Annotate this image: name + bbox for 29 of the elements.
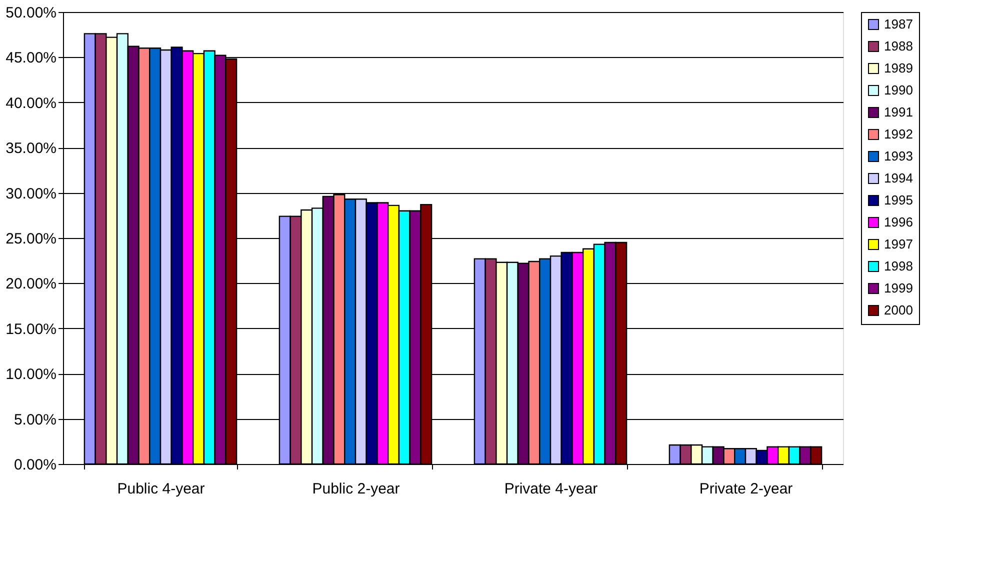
y-tick-label: 0.00% bbox=[14, 456, 56, 474]
legend-label: 1998 bbox=[884, 258, 913, 274]
legend-label: 1989 bbox=[884, 60, 913, 76]
y-tick-label: 35.00% bbox=[6, 140, 56, 158]
y-tick-label: 25.00% bbox=[6, 230, 56, 248]
y-tick-label: 45.00% bbox=[6, 50, 56, 67]
y-tick-label: 40.00% bbox=[6, 94, 56, 112]
y-tick-label: 5.00% bbox=[14, 411, 56, 428]
x-tick-label: Private 4-year bbox=[504, 480, 598, 498]
y-tick-label: 10.00% bbox=[6, 366, 56, 384]
x-tick-label: Public 2-year bbox=[312, 480, 400, 498]
legend-label: 1996 bbox=[884, 214, 913, 230]
legend-label: 1999 bbox=[884, 280, 913, 296]
legend-label: 1997 bbox=[884, 236, 913, 252]
y-tick-label: 50.00% bbox=[6, 4, 56, 22]
legend-label: 1991 bbox=[884, 104, 913, 120]
legend-label: 1988 bbox=[884, 38, 913, 54]
x-tick-label: Public 4-year bbox=[117, 480, 205, 498]
legend-label: 2000 bbox=[884, 302, 913, 318]
legend-label: 1990 bbox=[884, 82, 913, 98]
x-tick-label: Private 2-year bbox=[699, 480, 793, 498]
legend-label: 1987 bbox=[884, 16, 913, 32]
legend-label: 1995 bbox=[884, 192, 913, 208]
y-tick-label: 20.00% bbox=[6, 276, 56, 293]
legend-label: 1992 bbox=[884, 126, 913, 142]
y-tick-label: 30.00% bbox=[6, 185, 56, 202]
y-tick-label: 15.00% bbox=[6, 320, 56, 338]
legend-label: 1993 bbox=[884, 148, 913, 164]
legend-label: 1994 bbox=[884, 170, 913, 186]
